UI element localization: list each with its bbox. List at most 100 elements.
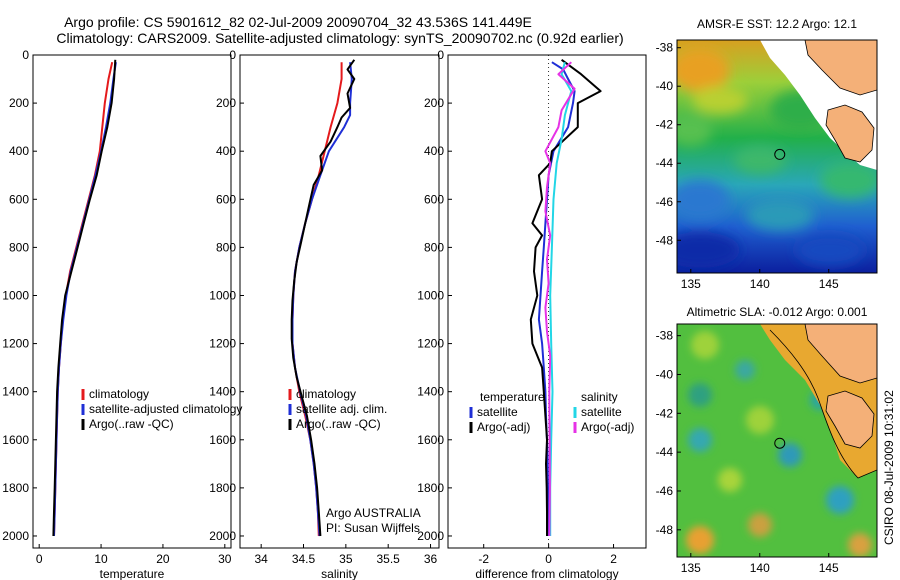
difference-xtick-label: -2 bbox=[478, 552, 489, 566]
sla_map-ytick-label: -38 bbox=[656, 329, 674, 343]
difference-legend-item: Argo(-adj) bbox=[477, 420, 530, 434]
difference-legend-item: satellite bbox=[477, 405, 518, 419]
sla_map-ytick-label: -42 bbox=[656, 406, 674, 420]
sst_map-ytick-label: -44 bbox=[656, 156, 674, 170]
sst_map-ytick-label: -48 bbox=[656, 233, 674, 247]
salinity-ytick-label: 800 bbox=[216, 240, 236, 254]
temperature-legend-item: satellite-adjusted climatology bbox=[89, 402, 242, 416]
temperature-legend-item: Argo(..raw -QC) bbox=[89, 417, 174, 431]
salinity-ytick-label: 0 bbox=[229, 48, 236, 62]
sst-argo-location-marker bbox=[774, 148, 786, 160]
salinity-xtick-label: 34 bbox=[254, 552, 268, 566]
difference-legend-item: satellite bbox=[581, 405, 622, 419]
salinity-xtick-label: 35.5 bbox=[377, 552, 401, 566]
temperature-xlabel: temperature bbox=[100, 567, 165, 580]
salinity-ytick-label: 600 bbox=[216, 192, 236, 206]
temperature-legend-item: climatology bbox=[89, 387, 149, 401]
difference-ytick-label: 1200 bbox=[417, 337, 444, 351]
salinity-series-satellite-adj-clim- bbox=[291, 62, 353, 537]
salinity-xtick-label: 35 bbox=[339, 552, 353, 566]
salinity-series-argo-raw-qc- bbox=[290, 59, 356, 537]
temperature-series-argo-raw-qc- bbox=[52, 59, 117, 537]
sla_map-xtick-label: 145 bbox=[819, 561, 839, 575]
difference-axes-frame bbox=[447, 54, 647, 549]
salinity-axes-frame bbox=[239, 54, 440, 549]
temperature-ytick-label: 400 bbox=[9, 144, 29, 158]
salinity-annotation-line: Argo AUSTRALIA bbox=[326, 506, 421, 520]
sst-map-title: AMSR-E SST: 12.2 Argo: 12.1 bbox=[697, 17, 857, 31]
difference-series-temperature-argo-adj- bbox=[529, 58, 602, 536]
salinity-ytick-label: 1600 bbox=[209, 433, 236, 447]
temperature-ytick-label: 2000 bbox=[2, 529, 29, 543]
difference-panel: -2 0 2 0 200 400 600 800 1000 1200 1400 1600 1800 200… bbox=[417, 48, 647, 580]
temperature-ytick-label: 600 bbox=[9, 192, 29, 206]
difference-ytick-label: 400 bbox=[424, 144, 444, 158]
difference-ytick-label: 600 bbox=[424, 192, 444, 206]
difference-ytick-label: 1600 bbox=[417, 433, 444, 447]
sst_map-xtick-label: 135 bbox=[681, 277, 701, 291]
temperature-ytick-label: 1800 bbox=[2, 481, 29, 495]
temperature-ytick-label: 1400 bbox=[2, 385, 29, 399]
sst_map-ytick-label: -38 bbox=[656, 41, 674, 55]
salinity-panel: 34 34.5 35 35.5 36 0 200 400 600 800 1000 1200 1400 1… bbox=[209, 48, 440, 580]
difference-ytick-label: 1800 bbox=[417, 481, 444, 495]
salinity-ytick-label: 1000 bbox=[209, 288, 236, 302]
salinity-legend-item: Argo(..raw -QC) bbox=[296, 417, 381, 431]
difference-ytick-label: 800 bbox=[424, 240, 444, 254]
difference-ytick-label: 1400 bbox=[417, 385, 444, 399]
sla_map-xtick-label: 135 bbox=[681, 561, 701, 575]
sst-map-frame bbox=[676, 39, 878, 274]
temperature-xtick-label: 20 bbox=[156, 552, 170, 566]
difference-ytick-label: 1000 bbox=[417, 288, 444, 302]
difference-xlabel: difference from climatology bbox=[475, 567, 618, 580]
temperature-panel: 0 10 20 30 0 200 400 600 800 1000 1200 1400 1600 1800… bbox=[2, 48, 242, 580]
sst-tasmania bbox=[825, 104, 875, 163]
difference-xtick-label: 2 bbox=[610, 552, 617, 566]
salinity-ytick-label: 1200 bbox=[209, 337, 236, 351]
salinity-xlabel: salinity bbox=[321, 567, 358, 580]
difference-series-salinity-argo-adj- bbox=[544, 61, 576, 537]
temperature-ytick-label: 0 bbox=[22, 48, 29, 62]
salinity-ytick-label: 1800 bbox=[209, 481, 236, 495]
temperature-ytick-label: 1600 bbox=[2, 433, 29, 447]
difference-ytick-label: 0 bbox=[437, 48, 444, 62]
sst_map-xtick-label: 145 bbox=[819, 277, 839, 291]
temperature-xtick-label: 30 bbox=[218, 552, 232, 566]
difference-legend-heading-salinity: salinity bbox=[581, 390, 618, 404]
sst_map-ytick-label: -42 bbox=[656, 118, 674, 132]
salinity-ytick-label: 1400 bbox=[209, 385, 236, 399]
temperature-ytick-label: 800 bbox=[9, 240, 29, 254]
difference-legend-item: Argo(-adj) bbox=[581, 420, 634, 434]
sst_map-ytick-label: -46 bbox=[656, 195, 674, 209]
temperature-ytick-label: 1000 bbox=[2, 288, 29, 302]
difference-legend-heading-temperature: temperature bbox=[480, 390, 545, 404]
salinity-ytick-label: 400 bbox=[216, 144, 236, 158]
sla-map: Altimetric SLA: -0.012 Argo: 0.001 bbox=[656, 305, 878, 575]
sst-map: AMSR-E SST: 12.2 Argo: 12.1 135 140 145 -38… bbox=[656, 17, 878, 291]
sla_map-ytick-label: -46 bbox=[656, 484, 674, 498]
salinity-legend-item: climatology bbox=[296, 387, 356, 401]
title-line-1: Argo profile: CS 5901612_82 02-Jul-2009 … bbox=[64, 14, 532, 30]
salinity-xtick-label: 36 bbox=[424, 552, 438, 566]
sst-coastline bbox=[804, 40, 877, 96]
sla_map-xtick-label: 140 bbox=[750, 561, 770, 575]
sla_map-ytick-label: -48 bbox=[656, 523, 674, 537]
difference-ytick-label: 200 bbox=[424, 96, 444, 110]
salinity-ytick-label: 2000 bbox=[209, 529, 236, 543]
salinity-legend-item: satellite adj. clim. bbox=[296, 402, 387, 416]
temperature-xtick-label: 0 bbox=[36, 552, 43, 566]
sst_map-xtick-label: 140 bbox=[750, 277, 770, 291]
sla-map-frame bbox=[676, 323, 878, 558]
salinity-xtick-label: 34.5 bbox=[292, 552, 316, 566]
sla-contour bbox=[769, 329, 877, 479]
salinity-ytick-label: 200 bbox=[216, 96, 236, 110]
difference-ytick-label: 2000 bbox=[417, 529, 444, 543]
title-line-2: Climatology: CARS2009. Satellite-adjuste… bbox=[56, 30, 623, 46]
difference-xtick-label: 0 bbox=[545, 552, 552, 566]
sla-argo-location-marker bbox=[774, 437, 786, 449]
sst-texture bbox=[677, 48, 877, 268]
sla-coastline bbox=[804, 324, 877, 384]
temperature-ytick-label: 1200 bbox=[2, 337, 29, 351]
sla-map-title: Altimetric SLA: -0.012 Argo: 0.001 bbox=[687, 305, 868, 319]
